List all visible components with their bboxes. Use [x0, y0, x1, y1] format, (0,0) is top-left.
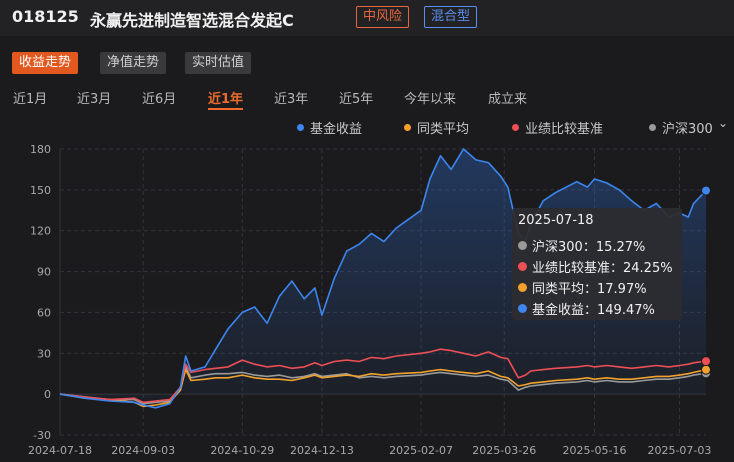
x-tick-label: 2025-07-03: [647, 444, 711, 457]
tooltip-row-label: 沪深300：15.27%: [532, 240, 646, 255]
legend-dot-icon: [649, 124, 656, 131]
y-tick-label: -30: [33, 429, 51, 442]
fund-code: 018125: [12, 7, 79, 26]
series-end-marker: [701, 364, 711, 375]
series-end-marker: [701, 356, 711, 367]
tooltip-row-label: 同类平均：17.97%: [532, 282, 647, 297]
tab-nav-trend[interactable]: 净值走势: [100, 52, 167, 74]
tooltip-date: 2025-07-18: [518, 213, 594, 228]
tooltip-dot-icon: [518, 262, 527, 271]
series-line: [59, 366, 707, 405]
legend-benchmark[interactable]: 业绩比较基准: [512, 118, 603, 137]
tooltip-row-csi300: 沪深300：15.27%: [518, 236, 645, 255]
series-line: [59, 348, 707, 404]
x-tick-label: 2024-07-18: [28, 444, 92, 457]
tooltip-dot-icon: [518, 241, 527, 250]
data-tooltip: 2025-07-18 沪深300：15.27% 业绩比较基准：24.25% 同类…: [512, 208, 682, 320]
period-1m[interactable]: 近1月: [13, 92, 48, 107]
y-tick-label: 150: [30, 184, 51, 197]
series-line: [59, 368, 707, 408]
legend-label: 同类平均: [417, 122, 470, 137]
series-line: [59, 148, 707, 409]
legend-dot-icon: [512, 124, 519, 131]
fund-name: 永赢先进制造智选混合发起C: [90, 11, 294, 30]
period-ytd[interactable]: 今年以来: [404, 92, 457, 107]
tooltip-row-label: 基金收益：149.47%: [532, 303, 655, 318]
legend-dot-icon: [297, 124, 304, 131]
tooltip-row-category-average: 同类平均：17.97%: [518, 278, 647, 297]
x-tick-label: 2024-09-03: [111, 444, 175, 457]
risk-level-badge: 中风险: [356, 6, 410, 28]
x-tick-label: 2025-05-16: [563, 444, 627, 457]
period-3y[interactable]: 近3年: [274, 92, 309, 107]
period-3m[interactable]: 近3月: [77, 92, 112, 107]
legend-category-average[interactable]: 同类平均: [404, 118, 469, 137]
legend-dot-icon: [404, 124, 411, 131]
legend-label: 沪深300: [662, 122, 713, 137]
tab-realtime-estimate[interactable]: 实时估值: [185, 52, 252, 74]
legend-fund-return[interactable]: 基金收益: [297, 118, 362, 137]
y-tick-label: 180: [30, 143, 51, 156]
legend-label: 基金收益: [310, 122, 363, 137]
tooltip-dot-icon: [518, 304, 527, 313]
tooltip-row-benchmark: 业绩比较基准：24.25%: [518, 257, 673, 276]
tooltip-row-fund-return: 基金收益：149.47%: [518, 299, 655, 318]
y-tick-label: 30: [37, 347, 51, 360]
series-end-marker: [701, 185, 711, 196]
y-tick-label: 90: [37, 266, 51, 279]
fund-type-badge: 混合型: [424, 6, 478, 28]
y-tick-label: 0: [44, 388, 51, 401]
y-tick-label: 60: [37, 306, 51, 319]
x-tick-label: 2025-02-07: [389, 444, 453, 457]
tab-return-trend[interactable]: 收益走势: [12, 52, 79, 74]
x-tick-label: 2025-03-26: [472, 444, 536, 457]
tooltip-dot-icon: [518, 283, 527, 292]
x-tick-label: 2024-12-13: [290, 444, 354, 457]
y-tick-label: 120: [30, 225, 51, 238]
period-since-inception[interactable]: 成立来: [488, 92, 528, 107]
legend-csi300[interactable]: 沪深300: [649, 118, 713, 137]
period-6m[interactable]: 近6月: [142, 92, 177, 107]
legend-label: 业绩比较基准: [525, 122, 604, 137]
tooltip-row-label: 业绩比较基准：24.25%: [532, 261, 673, 276]
x-tick-label: 2024-10-29: [210, 444, 274, 457]
period-5y[interactable]: 近5年: [339, 92, 374, 107]
chevron-down-icon[interactable]: ⌄: [718, 116, 729, 130]
period-1y[interactable]: 近1年: [208, 88, 244, 110]
